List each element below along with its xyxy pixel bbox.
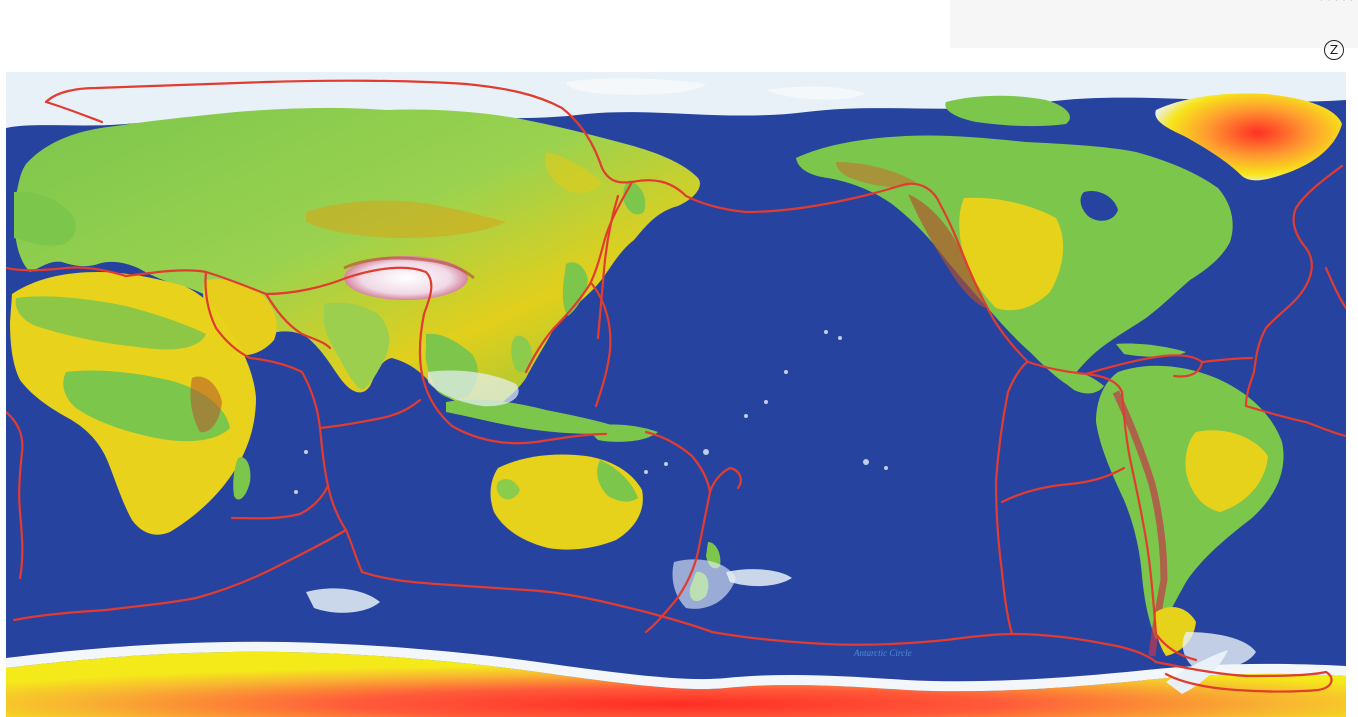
southern-ice-patches [306,569,792,613]
australia-green-coast [597,460,638,502]
new-guinea [586,424,658,442]
india [323,302,390,390]
indonesia [446,399,626,434]
east-african-highlands [190,376,222,433]
south-american-shelf [1182,632,1256,669]
antarctica [6,651,1346,717]
sunda-shelf [428,370,519,407]
plate-boundaries [6,79,1346,693]
antarctic-peninsula [1166,650,1228,694]
central-africa-rainforest [63,370,231,442]
great-plains [959,197,1064,311]
map-svg: Antarctic Circle [6,72,1346,717]
philippines [511,335,533,373]
alaska-ranges [836,162,916,188]
himalaya-ridges [343,256,475,280]
europe-shelf [14,191,76,246]
hudson-bay [1080,190,1118,221]
world-map[interactable]: Antarctic Circle [6,72,1346,717]
eurasia [14,107,700,412]
brazilian-highlands [1185,430,1268,512]
caribbean-islands [1116,343,1186,357]
greenland [1155,93,1342,181]
pacific-islands [294,330,888,494]
australia-west-green [496,479,520,500]
tibetan-plateau [344,256,468,300]
antarctic-coast-ice [6,641,1346,692]
rocky-mountains [908,194,986,308]
siberia-highlands [545,152,602,193]
canadian-arctic-islands [945,95,1070,127]
central-america [1058,370,1104,394]
corner-text: · · · · · [1320,0,1354,5]
top-gray-panel: · · · · · [950,0,1358,48]
japan [562,262,588,316]
arctic-ice-patches [566,78,866,100]
africa-green-belt [15,296,206,350]
antarctic-circle-label: Antarctic Circle [853,648,912,658]
madagascar [233,457,251,500]
central-asia-highlands [306,200,506,238]
z-marker[interactable]: Z [1324,40,1344,60]
nz-shelf [672,559,736,609]
